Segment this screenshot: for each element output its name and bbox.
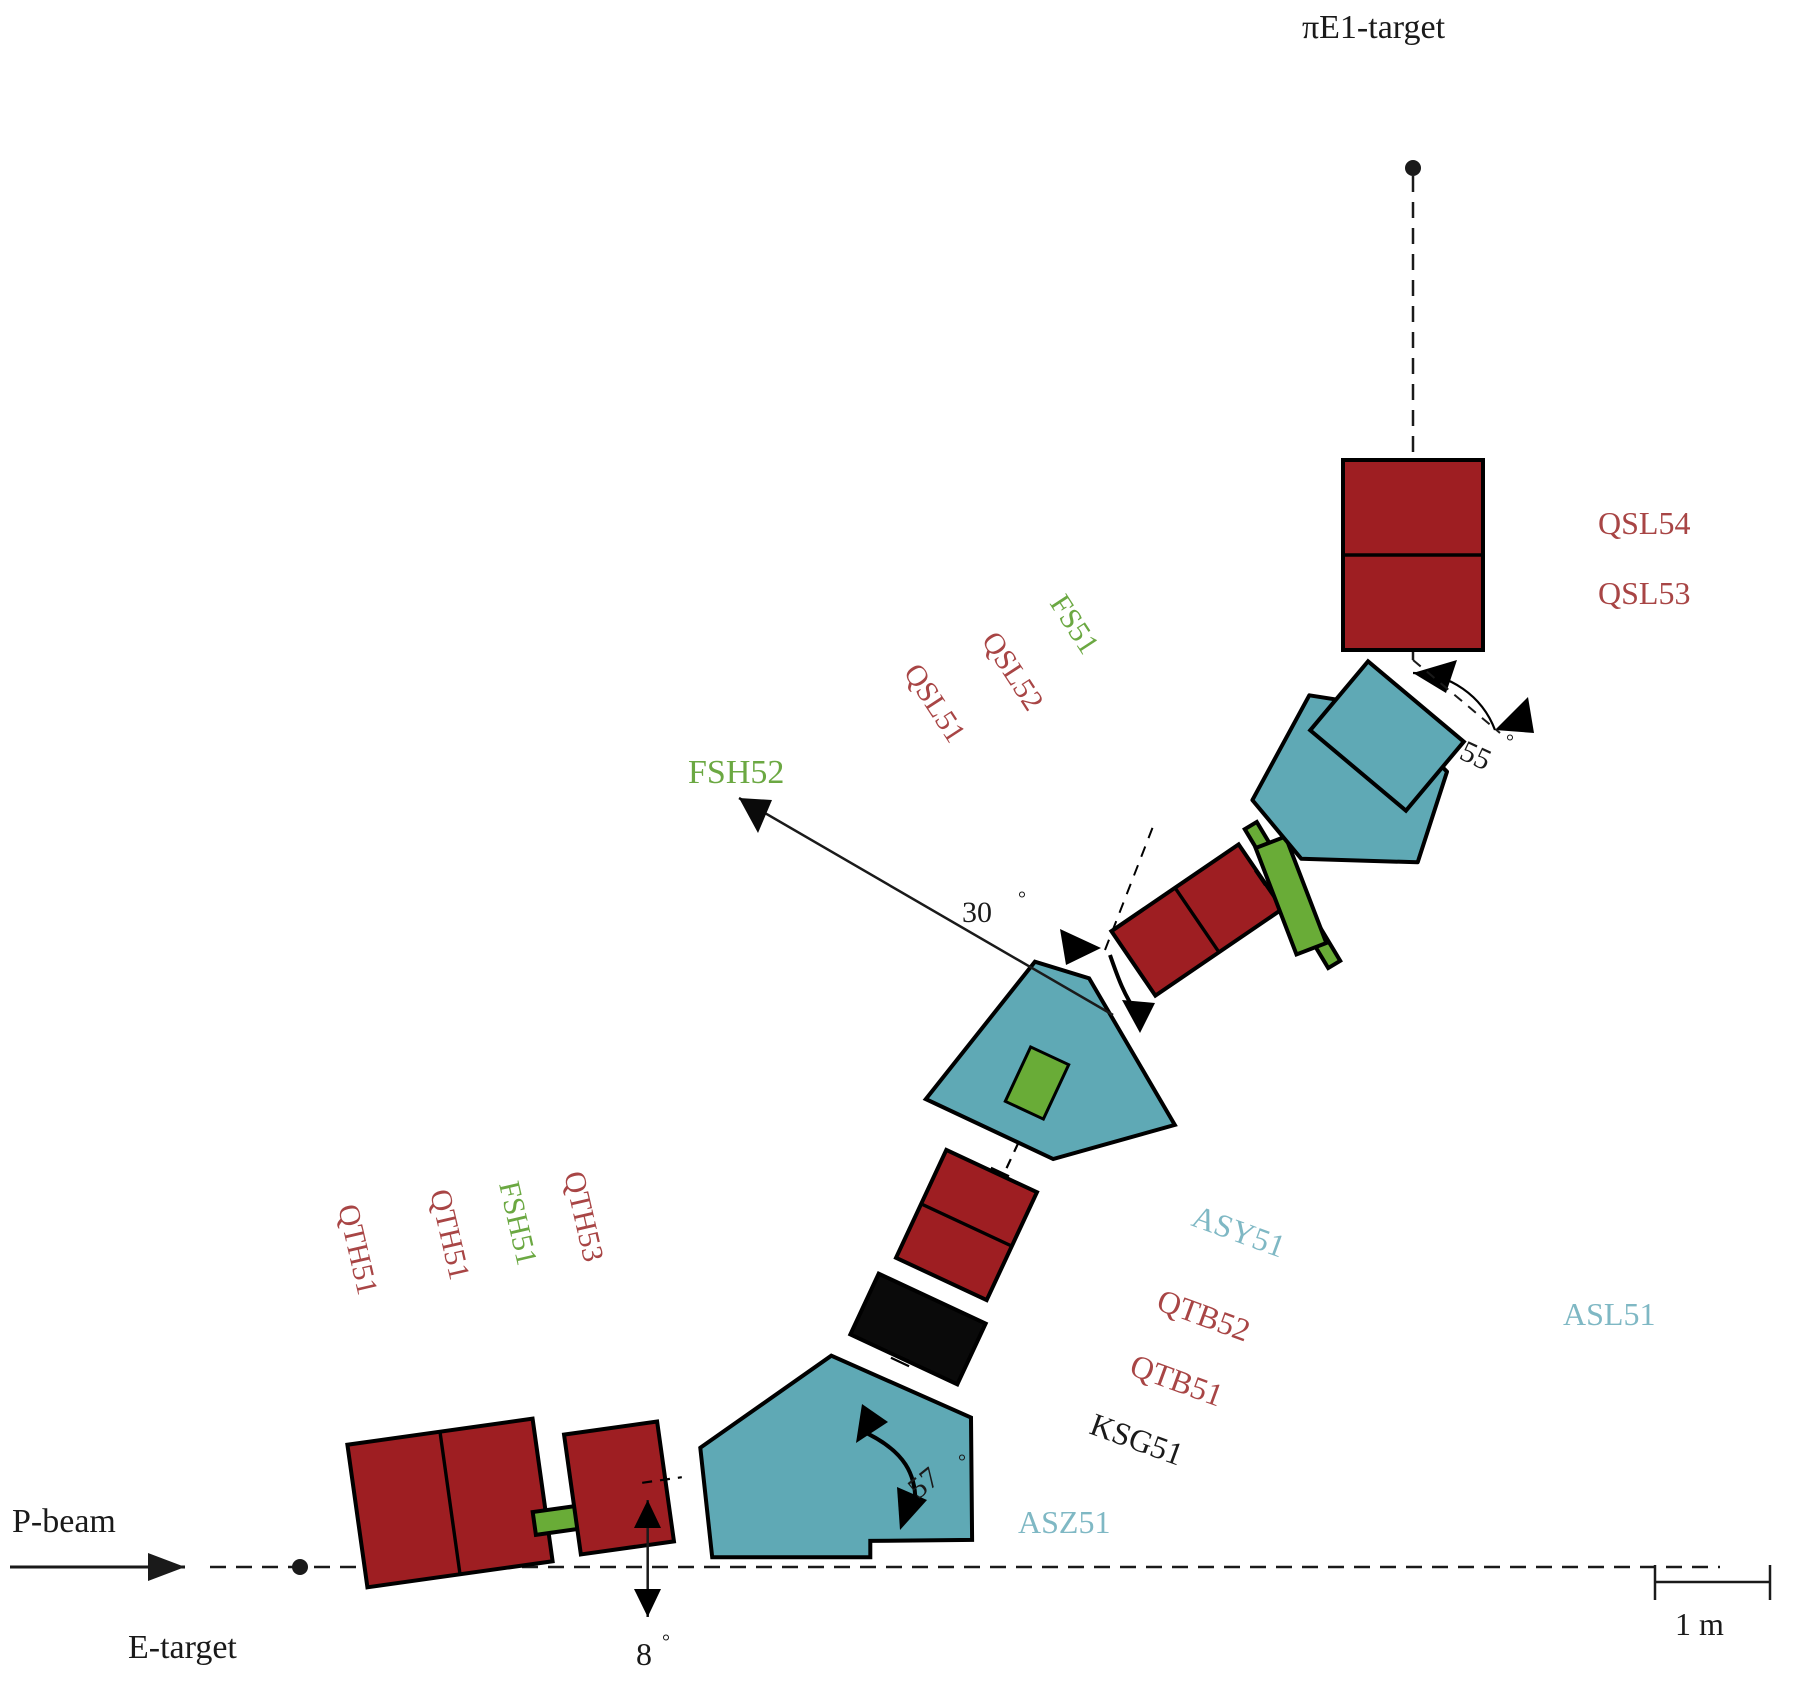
svg-text:°: °	[1506, 731, 1514, 753]
svg-text:P-beam: P-beam	[12, 1503, 116, 1540]
svg-text:QSL54: QSL54	[1598, 505, 1690, 541]
svg-text:ASZ51: ASZ51	[1018, 1504, 1110, 1540]
svg-text:°: °	[662, 1631, 670, 1653]
svg-text:FSH52: FSH52	[688, 754, 784, 791]
svg-text:ASL51: ASL51	[1563, 1296, 1655, 1332]
svg-text:πE1-target: πE1-target	[1302, 9, 1446, 46]
svg-text:1 m: 1 m	[1675, 1606, 1724, 1642]
svg-text:8: 8	[636, 1636, 652, 1672]
svg-text:°: °	[1018, 888, 1026, 910]
svg-text:QSL53: QSL53	[1598, 575, 1690, 611]
svg-text:30: 30	[962, 896, 992, 929]
svg-text:°: °	[958, 1451, 966, 1473]
svg-text:E-target: E-target	[128, 1629, 237, 1666]
